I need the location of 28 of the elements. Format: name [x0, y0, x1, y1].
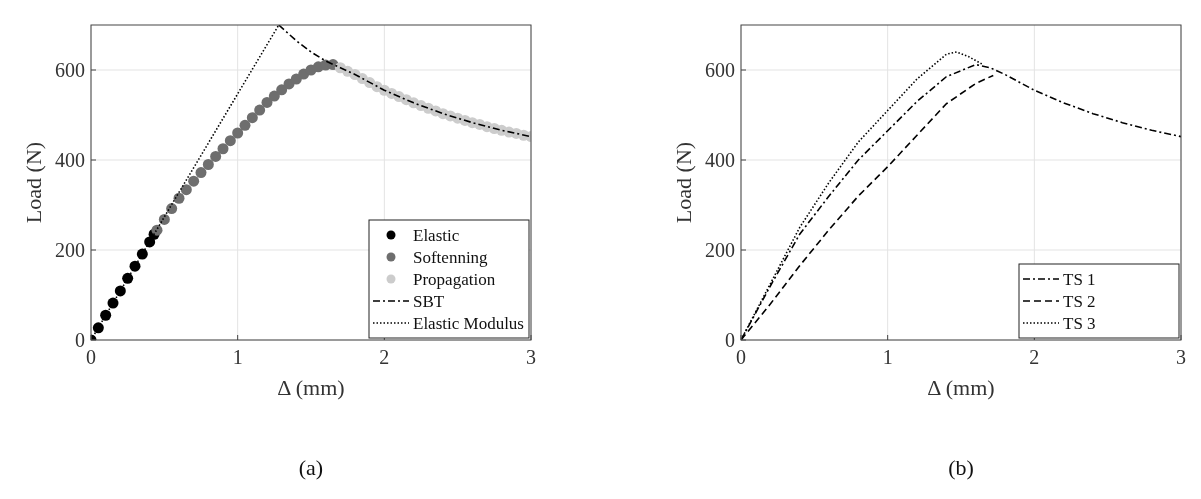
x-axis-title: Δ (mm) — [927, 375, 995, 400]
text: (b) — [948, 455, 974, 480]
y-tick-label: 0 — [75, 329, 85, 351]
y-tick-label: 400 — [55, 149, 85, 171]
legend-label: SBT — [413, 292, 445, 311]
y-tick-label: 0 — [725, 329, 735, 351]
y-axis-title: Load (N) — [671, 141, 696, 224]
legend-label: Softenning — [413, 248, 489, 267]
x-tick-label: 1 — [232, 346, 243, 368]
y-tick-label: 600 — [705, 59, 735, 81]
x-tick-label: 1 — [882, 346, 893, 368]
legend-label: Elastic — [413, 226, 460, 245]
x-tick-label: 2 — [1029, 346, 1040, 368]
y-tick-label: 200 — [55, 239, 85, 261]
legend-label: TS 2 — [1063, 292, 1096, 311]
x-axis-title: Δ (mm) — [277, 375, 345, 400]
legend-label: Elastic Modulus — [413, 314, 524, 333]
y-tick-label: 200 — [705, 239, 735, 261]
legend-label: Propagation — [413, 270, 496, 289]
text: (a) — [298, 455, 324, 480]
y-tick-label: 400 — [705, 149, 735, 171]
x-tick-label: 2 — [379, 346, 390, 368]
y-axis-title: Load (N) — [21, 141, 46, 224]
x-tick-label: 3 — [1176, 346, 1186, 368]
legend-label: TS 3 — [1063, 314, 1096, 333]
legend-label: TS 1 — [1063, 270, 1096, 289]
y-tick-label: 600 — [55, 59, 85, 81]
x-tick-label: 3 — [526, 346, 536, 368]
